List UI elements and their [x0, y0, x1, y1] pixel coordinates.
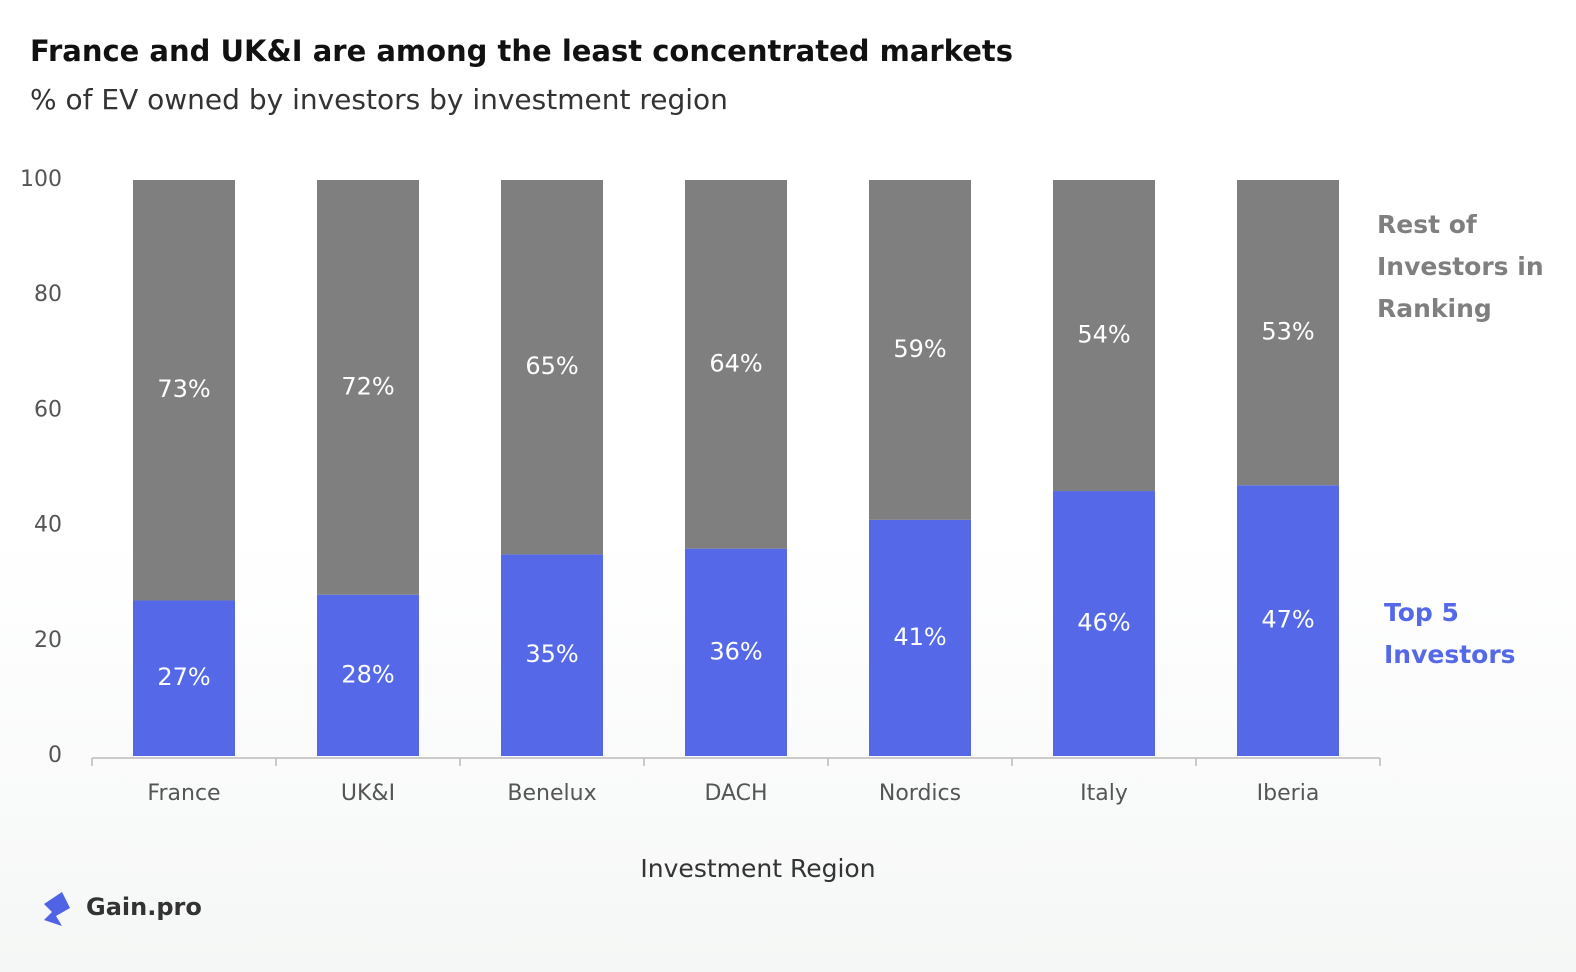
bar-segment [317, 594, 419, 756]
x-axis-label: Investment Region [640, 854, 875, 883]
value-label: 64% [709, 349, 762, 377]
bar-segment [1053, 180, 1155, 492]
bar-segment [1237, 485, 1339, 756]
legend-label: Rest of Investors in Ranking [1377, 210, 1544, 323]
x-tick-label: Nordics [879, 781, 961, 806]
bar-segment [869, 180, 971, 520]
bar-segment [1053, 491, 1155, 756]
value-label: 54% [1077, 321, 1130, 349]
bar-segment [1237, 180, 1339, 486]
legend-item: Rest of Investors in Ranking [1377, 210, 1544, 323]
x-tick-label: Italy [1080, 781, 1128, 806]
y-tick-label: 100 [20, 167, 62, 192]
x-tick-label: Benelux [507, 781, 596, 806]
bar-segment [317, 180, 419, 595]
logo-icon [44, 892, 70, 926]
bar-segment [501, 554, 603, 756]
bar-segment [869, 519, 971, 756]
bar-segment [685, 548, 787, 756]
y-tick-label: 20 [34, 628, 62, 653]
x-tick-label: UK&I [341, 781, 395, 806]
x-tick-label: France [147, 781, 220, 806]
value-label: 28% [341, 660, 394, 688]
value-label: 36% [709, 637, 762, 665]
bar-segment [501, 180, 603, 555]
y-tick-label: 80 [34, 282, 62, 307]
logo: Gain.pro [44, 892, 202, 926]
value-label: 35% [525, 640, 578, 668]
x-tick-label: Iberia [1257, 781, 1320, 806]
value-label: 47% [1261, 606, 1314, 634]
chart-subtitle: % of EV owned by investors by investment… [30, 83, 728, 116]
legend-item: Top 5 Investors [1384, 598, 1516, 669]
value-label: 73% [157, 375, 210, 403]
value-label: 59% [893, 335, 946, 363]
x-tick-label: DACH [704, 781, 767, 806]
value-label: 41% [893, 623, 946, 651]
y-tick-label: 0 [48, 743, 62, 768]
value-label: 65% [525, 352, 578, 380]
chart-title: France and UK&I are among the least conc… [30, 34, 1013, 68]
y-tick-label: 60 [34, 397, 62, 422]
value-label: 27% [157, 663, 210, 691]
value-label: 46% [1077, 609, 1130, 637]
bar-segment [133, 600, 235, 756]
value-label: 72% [341, 372, 394, 400]
legend-label: Top 5 Investors [1384, 598, 1516, 669]
value-label: 53% [1261, 318, 1314, 346]
y-tick-label: 40 [34, 513, 62, 538]
logo-text: Gain.pro [86, 893, 202, 921]
bar-segment [133, 180, 235, 601]
bar-segment [685, 180, 787, 549]
